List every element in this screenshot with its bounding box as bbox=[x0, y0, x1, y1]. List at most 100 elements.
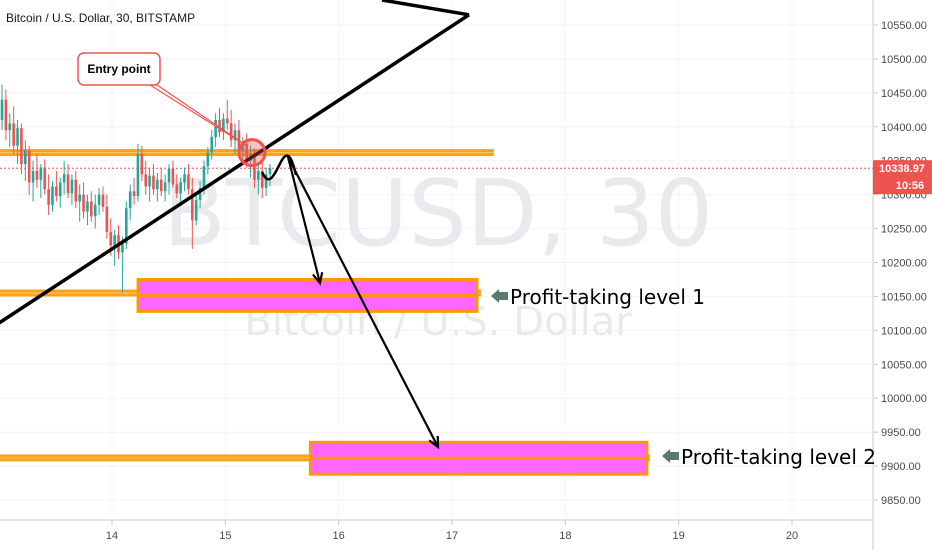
candle-body bbox=[20, 128, 23, 165]
arrow-left-icon bbox=[491, 289, 508, 303]
y-tick-label: 10000.00 bbox=[881, 393, 927, 405]
y-tick-label: 10250.00 bbox=[881, 224, 927, 236]
time-axis[interactable]: 14 15 16 17 18 19 20 bbox=[106, 520, 798, 542]
candle-body bbox=[66, 174, 70, 194]
candle-body bbox=[198, 187, 202, 201]
tp1-annotation[interactable]: Profit-taking level 1 bbox=[491, 285, 705, 309]
x-tick-label: 16 bbox=[333, 530, 345, 542]
candle-body bbox=[148, 175, 151, 187]
x-tick-label: 15 bbox=[219, 530, 231, 542]
arrow-to-tp1-head bbox=[312, 272, 324, 286]
candle-body bbox=[35, 170, 39, 180]
y-tick-label: 10100.00 bbox=[881, 325, 927, 337]
candle-body bbox=[159, 179, 163, 192]
trendline[interactable] bbox=[0, 13, 470, 327]
price-axis[interactable]: 10550.0010500.0010450.0010400.0010350.00… bbox=[873, 20, 927, 507]
candle-body bbox=[31, 170, 35, 183]
profit-zones[interactable] bbox=[136, 277, 649, 476]
candle-body bbox=[27, 150, 31, 183]
y-tick-label: 10150.00 bbox=[881, 291, 927, 303]
candle-body bbox=[128, 191, 132, 209]
candle-body bbox=[156, 179, 159, 190]
price-tag-countdown: 10:56 bbox=[896, 180, 924, 192]
candle-body bbox=[229, 123, 233, 141]
candle-body bbox=[233, 130, 237, 141]
y-tick-label: 10550.00 bbox=[881, 20, 927, 32]
arrow-to-tp2-head bbox=[428, 435, 440, 450]
candle-body bbox=[140, 153, 144, 175]
candle-body bbox=[82, 194, 85, 212]
candle-body bbox=[136, 153, 140, 196]
y-tick-label: 9900.00 bbox=[881, 461, 921, 473]
x-tick-label: 18 bbox=[559, 530, 571, 542]
candle-body bbox=[86, 201, 89, 212]
candle-body bbox=[12, 123, 15, 146]
entry-callout[interactable]: Entry point bbox=[77, 52, 161, 86]
candle-body bbox=[187, 174, 190, 190]
candle-body bbox=[257, 170, 260, 180]
candle-body bbox=[74, 179, 78, 202]
candle-body bbox=[132, 191, 136, 196]
symbol-title: Bitcoin / U.S. Dollar, 30, BITSTAMP bbox=[6, 11, 195, 25]
x-tick-label: 17 bbox=[446, 530, 458, 542]
candle-body bbox=[264, 174, 268, 188]
y-tick-label: 10400.00 bbox=[881, 122, 927, 134]
y-tick-label: 10500.00 bbox=[881, 54, 927, 66]
candle-body bbox=[78, 194, 81, 202]
candle-body bbox=[90, 201, 93, 217]
candle-body bbox=[8, 123, 12, 131]
candle-body bbox=[0, 99, 4, 120]
price-tag-box bbox=[873, 160, 932, 195]
candle-body bbox=[39, 167, 43, 180]
candle-body bbox=[101, 194, 105, 207]
candle-body bbox=[241, 143, 245, 151]
candle-body bbox=[210, 136, 214, 153]
candle-body bbox=[109, 231, 113, 246]
candle-body bbox=[144, 174, 148, 187]
candle-body bbox=[16, 128, 19, 146]
candle-body bbox=[47, 189, 50, 205]
candle-body bbox=[183, 174, 186, 183]
candle-body bbox=[206, 152, 210, 167]
candle-body bbox=[175, 184, 179, 194]
candle-body bbox=[191, 189, 194, 221]
y-tick-label: 10450.00 bbox=[881, 88, 927, 100]
tp2-label: Profit-taking level 2 bbox=[681, 445, 876, 469]
tp2-annotation[interactable]: Profit-taking level 2 bbox=[662, 445, 876, 469]
arrow-left-icon bbox=[662, 449, 679, 463]
candle-body bbox=[124, 208, 128, 244]
drawings[interactable] bbox=[0, 0, 470, 450]
candle-body bbox=[260, 170, 264, 188]
arrow-to-tp2[interactable] bbox=[287, 156, 439, 448]
candle-body bbox=[62, 174, 66, 183]
candle-body bbox=[113, 235, 116, 246]
candle-body bbox=[167, 168, 171, 183]
y-tick-label: 9850.00 bbox=[881, 495, 921, 507]
entry-point-label: Entry point bbox=[87, 62, 150, 76]
projected-wave bbox=[260, 154, 298, 181]
candle-body bbox=[70, 179, 74, 194]
x-tick-label: 19 bbox=[673, 530, 685, 542]
trendline-apex[interactable] bbox=[381, 0, 470, 17]
x-tick-label: 20 bbox=[786, 530, 798, 542]
candle-body bbox=[121, 243, 124, 253]
candle-body bbox=[24, 150, 27, 165]
candle-body bbox=[245, 143, 248, 161]
watermark-ticker: BTCUSD, 30 bbox=[163, 160, 713, 267]
candle-body bbox=[51, 186, 54, 205]
price-tag-value: 10338.97 bbox=[879, 163, 925, 175]
arrow-to-tp1[interactable] bbox=[286, 156, 322, 284]
candle-body bbox=[268, 168, 272, 175]
candle-body bbox=[105, 206, 109, 232]
y-tick-label: 10200.00 bbox=[881, 258, 927, 270]
candle-body bbox=[152, 175, 155, 190]
candle-body bbox=[225, 118, 229, 124]
tp1-label: Profit-taking level 1 bbox=[510, 285, 705, 309]
candle-body bbox=[214, 120, 217, 137]
candle-body bbox=[202, 166, 206, 188]
entry-marker-circle[interactable] bbox=[237, 138, 267, 168]
candle-body bbox=[171, 168, 175, 185]
candle-body bbox=[222, 118, 225, 133]
plot-area[interactable] bbox=[0, 0, 873, 520]
